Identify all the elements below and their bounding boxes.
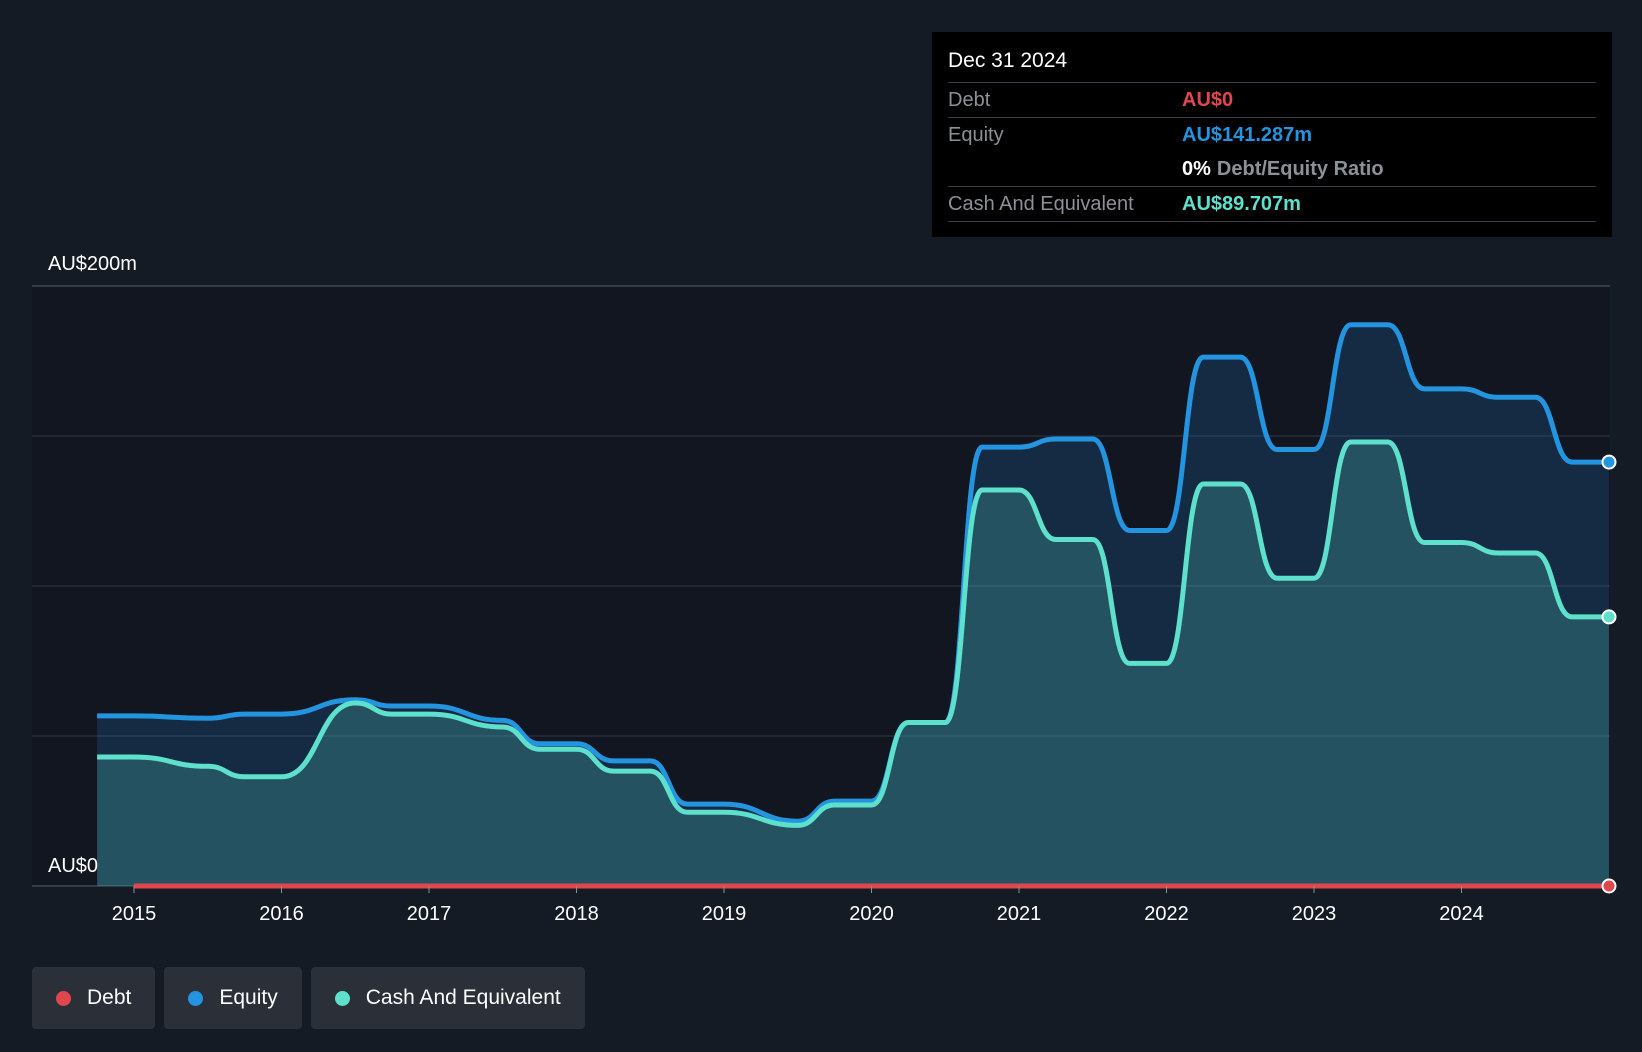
x-tick-label: 2019: [702, 903, 747, 925]
x-tick-label: 2017: [407, 903, 452, 925]
tooltip-ratio-value: 0%: [1182, 158, 1211, 180]
tooltip-debt-value: AU$0: [1182, 89, 1234, 111]
x-tick-label: 2015: [112, 903, 157, 925]
tooltip-equity-value: AU$141.287m: [1182, 124, 1313, 146]
equity-area: [97, 324, 1609, 886]
cash-line: [97, 439, 1609, 828]
tooltip-debt-row: Debt AU$0: [948, 82, 1596, 117]
tooltip: Dec 31 2024 Debt AU$0 Equity AU$141.287m…: [932, 32, 1612, 237]
x-tick-label: 2016: [259, 903, 304, 925]
tooltip-cash-value: AU$89.707m: [1182, 193, 1301, 215]
tooltip-equity-label: Equity: [948, 124, 1004, 146]
tooltip-ratio-row: 0% Debt/Equity Ratio: [948, 152, 1596, 186]
tooltip-date: Dec 31 2024: [948, 49, 1068, 72]
series-layer: [97, 322, 1617, 894]
y-axis-top-label: AU$200m: [48, 253, 137, 275]
tooltip-cash-row: Cash And Equivalent AU$89.707m: [948, 186, 1596, 222]
cash-end-point: [1601, 609, 1617, 625]
legend-equity-label: Equity: [219, 986, 278, 1009]
debt-dot-icon: [56, 990, 71, 1006]
legend: Debt Equity Cash And Equivalent: [32, 967, 585, 1029]
legend-item-cash[interactable]: Cash And Equivalent: [310, 967, 585, 1029]
x-tick-label: 2022: [1144, 903, 1189, 925]
y-axis-bottom-label: AU$0: [48, 855, 98, 877]
cash-area: [97, 442, 1609, 886]
x-tick-label: 2024: [1439, 903, 1484, 925]
legend-item-debt[interactable]: Debt: [32, 967, 156, 1029]
equity-dot-icon: [188, 990, 204, 1006]
legend-debt-label: Debt: [87, 986, 132, 1009]
tooltip-debt-label: Debt: [948, 89, 991, 111]
legend-cash-label: Cash And Equivalent: [365, 986, 561, 1009]
tooltip-equity-row: Equity AU$141.287m: [948, 117, 1596, 152]
cash-dot-icon: [334, 990, 350, 1006]
tooltip-cash-label: Cash And Equivalent: [948, 193, 1134, 215]
x-tick-label: 2018: [554, 903, 599, 925]
debt-end-point: [1601, 878, 1617, 894]
equity-end-point: [1601, 454, 1617, 470]
legend-item-equity[interactable]: Equity: [164, 967, 302, 1029]
x-tick-label: 2023: [1292, 903, 1337, 925]
x-axis-ticks: 2015 2016 2017 2018 2019 2020 2021 2022 2023 2024: [112, 886, 1484, 925]
x-tick-label: 2021: [997, 903, 1042, 925]
x-tick-label: 2020: [849, 903, 894, 925]
tooltip-ratio-label: Debt/Equity Ratio: [1216, 158, 1384, 180]
